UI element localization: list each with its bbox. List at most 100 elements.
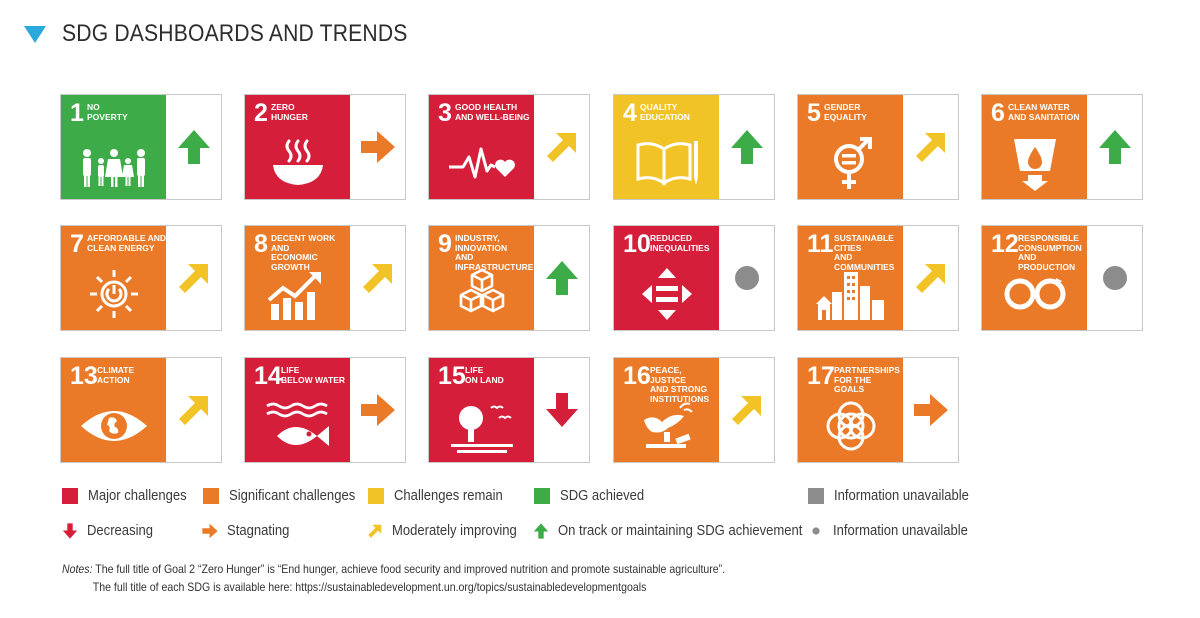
arrow-right-icon <box>201 522 219 540</box>
sun-power-icon <box>79 266 149 322</box>
legend-label: Challenges remain <box>394 488 503 504</box>
goal-number: 3 <box>438 99 452 127</box>
sdg-tile-16: 16 PEACE, JUSTICE AND STRONG INSTITUTIONS <box>613 357 775 463</box>
goal-number: 9 <box>438 230 452 258</box>
city-icon <box>816 266 886 322</box>
sdg-tile-3: 3 GOOD HEALTH AND WELL-BEING <box>428 94 590 200</box>
goal-name: AFFORDABLE AND CLEAN ENERGY <box>87 233 167 253</box>
rings-icon <box>816 398 886 454</box>
goal-panel: 12 RESPONSIBLE CONSUMPTION AND PRODUCTION <box>982 226 1087 330</box>
goal-name: LIFE ON LAND <box>465 365 504 385</box>
family-icon <box>79 135 149 191</box>
goal-panel: 5 GENDER EQUALITY <box>798 95 903 199</box>
goal-number: 10 <box>623 230 651 258</box>
goal-number: 17 <box>807 362 835 390</box>
goal-panel: 4 QUALITY EDUCATION <box>614 95 719 199</box>
goal-panel: 16 PEACE, JUSTICE AND STRONG INSTITUTIONS <box>614 358 719 462</box>
goal-panel: 1 NO POVERTY <box>61 95 166 199</box>
triangle-marker-icon <box>24 25 46 43</box>
sdg-tile-6: 6 CLEAN WATER AND SANITATION <box>981 94 1143 200</box>
trend-arrow-up-icon <box>1088 95 1142 199</box>
orange-swatch <box>203 488 219 504</box>
goal-name: INDUSTRY, INNOVATION AND INFRASTRUCTURE <box>455 233 534 272</box>
goal-panel: 8 DECENT WORK AND ECONOMIC GROWTH <box>245 226 350 330</box>
goal-name: PARTNERSHIPS FOR THE GOALS <box>834 365 900 394</box>
legend-label: Information unavailable <box>833 523 968 539</box>
legend-label: Moderately improving <box>392 523 517 539</box>
goal-number: 1 <box>70 99 84 127</box>
goal-name: CLEAN WATER AND SANITATION <box>1008 102 1080 122</box>
goal-panel: 10 REDUCED INEQUALITIES <box>614 226 719 330</box>
goal-name: DECENT WORK AND ECONOMIC GROWTH <box>271 233 336 272</box>
trend-grey-dot-icon <box>1088 226 1142 330</box>
sdg-tile-2: 2 ZERO HUNGER <box>244 94 406 200</box>
legend-major-challenges: Major challenges <box>62 488 198 504</box>
goal-panel: 13 CLIMATE ACTION <box>61 358 166 462</box>
eye-globe-icon <box>79 398 149 454</box>
legend-label: Major challenges <box>88 488 187 504</box>
goal-name: GOOD HEALTH AND WELL-BEING <box>455 102 530 122</box>
sdg-tile-11: 11 SUSTAINABLE CITIES AND COMMUNITIES <box>797 225 959 331</box>
trend-arrow-diagonal-icon <box>720 358 774 462</box>
goal-name: QUALITY EDUCATION <box>640 102 690 122</box>
trend-grey-dot-icon <box>720 226 774 330</box>
notes-label: Notes: <box>62 562 93 576</box>
legend-information-unavailable-status: Information unavailable <box>808 488 984 504</box>
goal-name: CLIMATE ACTION <box>97 365 135 385</box>
sdg-tile-15: 15 LIFE ON LAND <box>428 357 590 463</box>
goal-number: 15 <box>438 362 466 390</box>
goal-number: 16 <box>623 362 651 390</box>
cubes-icon <box>447 266 517 322</box>
red-swatch <box>62 488 78 504</box>
goal-panel: 15 LIFE ON LAND <box>429 358 534 462</box>
goal-name: PEACE, JUSTICE AND STRONG INSTITUTIONS <box>650 365 710 404</box>
equals-arrows-icon <box>632 266 702 322</box>
legend-label: Significant challenges <box>229 488 356 504</box>
sdg-tile-1: 1 NO POVERTY <box>60 94 222 200</box>
sdg-tile-9: 9 INDUSTRY, INNOVATION AND INFRASTRUCTURE <box>428 225 590 331</box>
grey-swatch <box>808 488 824 504</box>
sdg-grid: 1 NO POVERTY 2 ZERO HUNGER 3 GOOD HEALTH AN… <box>60 94 1150 466</box>
trend-arrow-right-icon <box>904 358 958 462</box>
legend-moderately-improving: Moderately improving <box>366 522 531 540</box>
water-icon <box>1000 135 1070 191</box>
legend-label: SDG achieved <box>560 488 645 504</box>
green-swatch <box>534 488 550 504</box>
infinity-icon <box>1000 266 1070 322</box>
goal-panel: 6 CLEAN WATER AND SANITATION <box>982 95 1087 199</box>
tree-icon <box>447 398 517 454</box>
goal-number: 14 <box>254 362 282 390</box>
trend-arrow-diagonal-icon <box>904 226 958 330</box>
trend-arrow-diagonal-icon <box>167 226 221 330</box>
goal-name: LIFE BELOW WATER <box>281 365 346 385</box>
notes-line-1: Notes: The full title of Goal 2 “Zero Hu… <box>62 560 725 578</box>
sdg-tile-5: 5 GENDER EQUALITY <box>797 94 959 200</box>
legend-on-track: On track or maintaining SDG achievement <box>532 522 830 540</box>
sdg-tile-4: 4 QUALITY EDUCATION <box>613 94 775 200</box>
goal-panel: 3 GOOD HEALTH AND WELL-BEING <box>429 95 534 199</box>
notes: Notes: The full title of Goal 2 “Zero Hu… <box>62 560 816 596</box>
arrow-up-icon <box>532 522 550 540</box>
trend-arrow-diagonal-icon <box>167 358 221 462</box>
trend-arrow-diagonal-icon <box>351 226 405 330</box>
trend-arrow-diagonal-icon <box>904 95 958 199</box>
goal-number: 5 <box>807 99 821 127</box>
sdg-tile-8: 8 DECENT WORK AND ECONOMIC GROWTH <box>244 225 406 331</box>
goal-number: 12 <box>991 230 1019 258</box>
goal-panel: 7 AFFORDABLE AND CLEAN ENERGY <box>61 226 166 330</box>
goal-number: 2 <box>254 99 268 127</box>
sdg-tile-7: 7 AFFORDABLE AND CLEAN ENERGY <box>60 225 222 331</box>
book-icon <box>632 135 702 191</box>
legend-significant-challenges: Significant challenges <box>203 488 369 504</box>
goal-panel: 11 SUSTAINABLE CITIES AND COMMUNITIES <box>798 226 903 330</box>
goal-number: 7 <box>70 230 84 258</box>
notes-line-2: The full title of each SDG is available … <box>92 580 647 594</box>
legend-decreasing: Decreasing <box>61 522 160 540</box>
legend-label: On track or maintaining SDG achievement <box>558 523 803 539</box>
legend-stagnating: Stagnating <box>201 522 296 540</box>
notes-text-1: The full title of Goal 2 “Zero Hunger” i… <box>92 562 726 576</box>
sdg-tile-12: 12 RESPONSIBLE CONSUMPTION AND PRODUCTION <box>981 225 1143 331</box>
trend-arrow-right-icon <box>351 95 405 199</box>
fish-icon <box>263 398 333 454</box>
legend-sdg-achieved: SDG achieved <box>534 488 654 504</box>
